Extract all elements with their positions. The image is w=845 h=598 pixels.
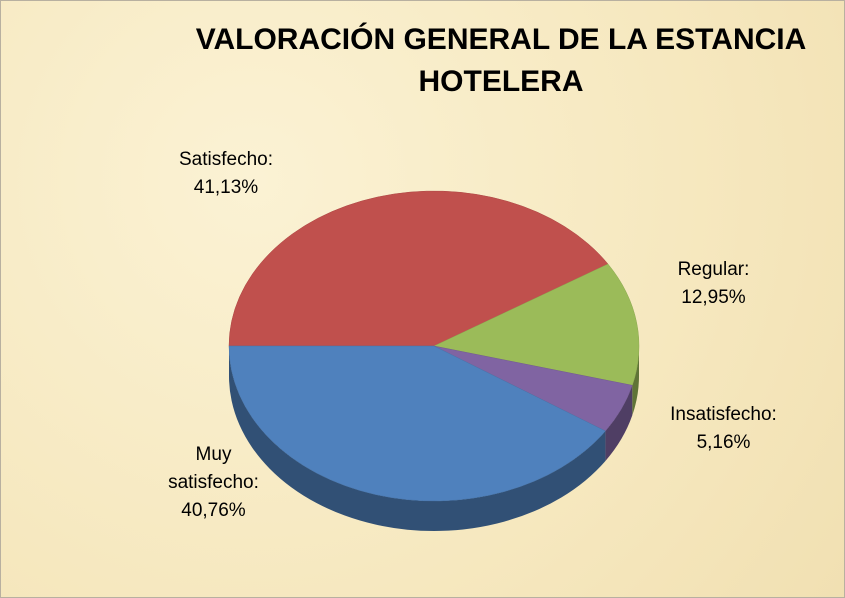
slice: [433, 263, 640, 386]
slice: [228, 190, 609, 347]
data-label: Regular: 12,95%: [651, 256, 776, 312]
slice-side: [632, 346, 639, 416]
chart-title: VALORACIÓN GENERAL DE LA ESTANCIA HOTELE…: [195, 23, 807, 98]
category-label: Regular:: [677, 259, 750, 280]
value-label: 41,13%: [193, 177, 259, 198]
value-label: 5,16%: [696, 432, 751, 453]
data-label: Insatisfecho: 5,16%: [641, 401, 806, 457]
category-label: Satisfecho:: [179, 149, 273, 170]
data-label: Muy satisfecho: 40,76%: [151, 441, 276, 525]
slice-side: [229, 346, 606, 531]
data-label: Satisfecho: 41,13%: [141, 146, 311, 202]
value-label: 12,95%: [681, 287, 746, 308]
slice-side: [605, 385, 633, 462]
category-label: Muy satisfecho:: [168, 444, 259, 493]
slice: [228, 345, 606, 502]
value-label: 40,76%: [181, 500, 246, 521]
category-label: Insatisfecho:: [670, 404, 777, 425]
